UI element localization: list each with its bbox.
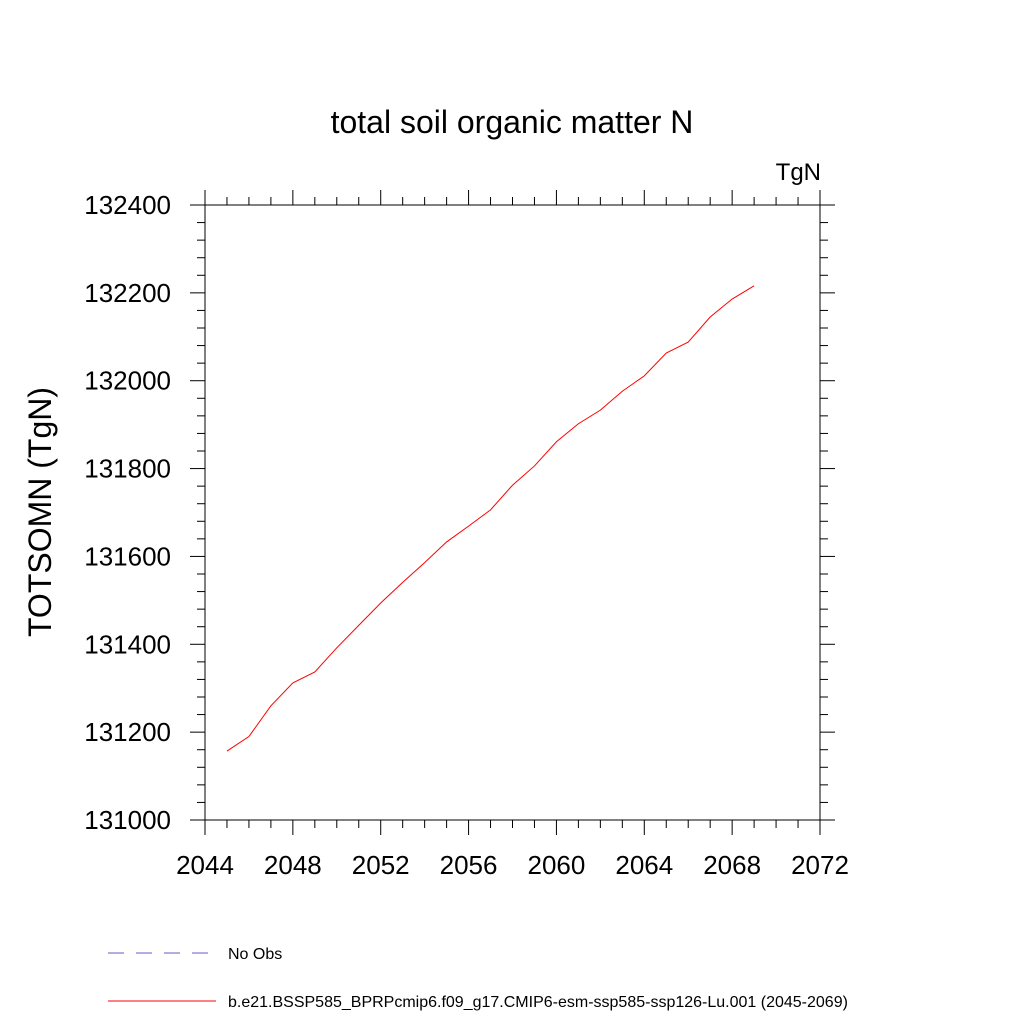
y-tick-label: 131600 bbox=[84, 541, 171, 571]
units-label: TgN bbox=[776, 159, 821, 186]
y-tick-label: 132400 bbox=[84, 190, 171, 220]
legend-label-1: b.e21.BSSP585_BPRPcmip6.f09_g17.CMIP6-es… bbox=[228, 994, 848, 1011]
y-tick-label: 132000 bbox=[84, 366, 171, 396]
y-tick-label: 131000 bbox=[84, 805, 171, 835]
chart-title: total soil organic matter N bbox=[331, 104, 694, 140]
y-tick-label: 131800 bbox=[84, 454, 171, 484]
y-axis-label: TOTSOMN (TgN) bbox=[22, 387, 58, 637]
axis-tick-labels: 2044 2048 2052 2056 2060 2064 2068 2072 131000 13… bbox=[84, 190, 849, 880]
x-tick-label: 2060 bbox=[528, 850, 586, 880]
plot-frame bbox=[204, 204, 821, 821]
legend: No Obs b.e21.BSSP585_BPRPcmip6.f09_g17.CM… bbox=[108, 946, 848, 1011]
x-tick-label: 2072 bbox=[791, 850, 849, 880]
axis-ticks bbox=[190, 190, 835, 835]
x-tick-label: 2064 bbox=[615, 850, 673, 880]
x-tick-label: 2052 bbox=[352, 850, 410, 880]
data-series bbox=[226, 285, 755, 752]
x-tick-label: 2044 bbox=[176, 850, 234, 880]
y-tick-label: 132200 bbox=[84, 278, 171, 308]
x-tick-label: 2048 bbox=[264, 850, 322, 880]
series-line-0 bbox=[226, 285, 755, 752]
y-tick-label: 131200 bbox=[84, 717, 171, 747]
legend-label-0: No Obs bbox=[228, 946, 282, 963]
x-tick-label: 2056 bbox=[440, 850, 498, 880]
y-tick-label: 131400 bbox=[84, 629, 171, 659]
x-tick-label: 2068 bbox=[703, 850, 761, 880]
